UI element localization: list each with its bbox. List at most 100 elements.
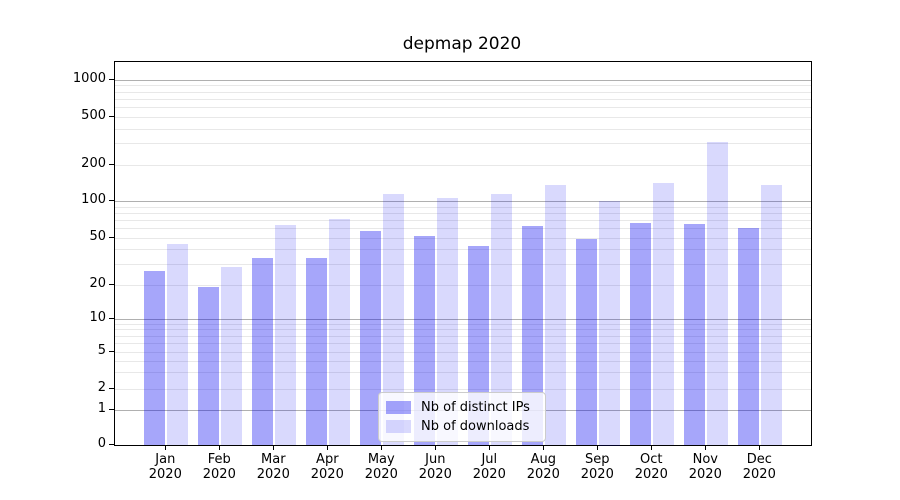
gridline-minor-7 xyxy=(115,335,811,337)
x-tick-month: Sep xyxy=(585,452,610,467)
y-tick-label-5: 5 xyxy=(97,342,106,358)
x-tick-oct xyxy=(650,446,652,450)
x-tick-year: 2020 xyxy=(634,467,668,482)
x-tick-jan xyxy=(164,446,166,450)
x-tick-label-nov: Nov 2020 xyxy=(677,452,733,482)
bars-layer xyxy=(115,62,811,446)
x-tick-label-jun: Jun 2020 xyxy=(407,452,463,482)
bar-distinct-ips-mar xyxy=(252,257,274,446)
legend-label-distinct-ips: Nb of distinct IPs xyxy=(421,400,530,415)
x-tick-label-feb: Feb 2020 xyxy=(191,452,247,482)
x-tick-month: Aug xyxy=(530,452,556,467)
y-tick-20 xyxy=(109,283,114,285)
x-tick-jul xyxy=(488,446,490,450)
y-tick-200 xyxy=(109,163,114,165)
gridlines-layer xyxy=(115,62,811,445)
y-tick-label-10: 10 xyxy=(89,310,106,325)
x-tick-year: 2020 xyxy=(364,467,398,482)
x-tick-label-may: May 2020 xyxy=(353,452,409,482)
x-tick-nov xyxy=(704,446,706,450)
gridline-minor-70 xyxy=(115,220,811,222)
x-tick-label-oct: Oct 2020 xyxy=(623,452,679,482)
x-tick-month: Jan xyxy=(155,452,176,467)
x-tick-label-dec: Dec 2020 xyxy=(731,452,787,482)
bar-downloads-aug xyxy=(545,185,567,446)
x-tick-year: 2020 xyxy=(688,467,722,482)
gridline-major-100 xyxy=(115,201,811,202)
y-tick-label-2: 2 xyxy=(97,379,106,395)
y-tick-label-20: 20 xyxy=(89,275,106,291)
gridline-minor-800 xyxy=(115,91,811,93)
x-tick-month: Jun xyxy=(425,452,446,467)
gridline-minor-20 xyxy=(115,284,811,286)
gridline-minor-40 xyxy=(115,249,811,251)
bar-distinct-ips-sep xyxy=(576,239,598,446)
legend-label-downloads: Nb of downloads xyxy=(421,419,530,434)
x-tick-year: 2020 xyxy=(472,467,506,482)
bar-downloads-may xyxy=(383,194,405,446)
x-tick-month: Mar xyxy=(261,452,286,467)
gridline-minor-50 xyxy=(115,238,811,239)
x-tick-year: 2020 xyxy=(148,467,182,482)
x-tick-aug xyxy=(542,446,544,450)
x-tick-year: 2020 xyxy=(418,467,452,482)
gridline-minor-30 xyxy=(115,263,811,265)
y-tick-500 xyxy=(109,116,114,117)
y-tick-0 xyxy=(109,443,114,445)
bar-distinct-ips-aug xyxy=(522,225,544,446)
gridline-minor-600 xyxy=(115,107,811,109)
gridline-minor-9 xyxy=(115,323,811,325)
y-tick-1 xyxy=(109,408,114,410)
x-tick-sep xyxy=(596,446,598,450)
y-tick-50 xyxy=(109,237,114,238)
x-tick-label-apr: Apr 2020 xyxy=(299,452,355,482)
x-tick-jun xyxy=(434,446,436,450)
gridline-minor-400 xyxy=(115,128,811,130)
y-tick-5 xyxy=(109,350,114,352)
y-tick-100 xyxy=(109,200,114,201)
bar-downloads-oct xyxy=(653,182,675,446)
x-tick-may xyxy=(380,446,382,450)
bar-distinct-ips-dec xyxy=(738,228,760,446)
gridline-minor-5 xyxy=(115,351,811,353)
bar-distinct-ips-may xyxy=(360,231,382,446)
gridline-minor-3 xyxy=(115,372,811,374)
y-tick-2 xyxy=(109,387,114,389)
gridline-minor-8 xyxy=(115,329,811,331)
y-tick-label-500: 500 xyxy=(81,108,106,123)
x-tick-month: Dec xyxy=(746,452,772,467)
x-tick-year: 2020 xyxy=(580,467,614,482)
legend-entry-distinct-ips: Nb of distinct IPs xyxy=(386,398,538,417)
x-tick-feb xyxy=(218,446,220,450)
bar-downloads-apr xyxy=(329,218,351,446)
x-tick-year: 2020 xyxy=(526,467,560,482)
legend-swatch-distinct-ips xyxy=(386,401,411,414)
bar-downloads-sep xyxy=(599,201,621,446)
bar-distinct-ips-apr xyxy=(306,257,328,446)
y-tick-label-1: 1 xyxy=(97,400,106,416)
x-tick-apr xyxy=(326,446,328,450)
plot-area: Nb of distinct IPs Nb of downloads xyxy=(114,61,812,446)
bar-distinct-ips-oct xyxy=(630,223,652,446)
bar-distinct-ips-jan xyxy=(144,271,166,446)
bar-downloads-jun xyxy=(437,197,459,446)
bar-downloads-jan xyxy=(167,244,189,446)
bar-downloads-mar xyxy=(275,224,297,446)
bar-distinct-ips-nov xyxy=(684,223,706,446)
gridline-minor-700 xyxy=(115,98,811,100)
y-tick-label-1000: 1000 xyxy=(72,70,106,86)
x-tick-label-sep: Sep 2020 xyxy=(569,452,625,482)
gridline-minor-200 xyxy=(115,164,811,166)
gridline-minor-900 xyxy=(115,85,811,87)
bar-downloads-feb xyxy=(221,267,243,446)
y-tick-1000 xyxy=(109,78,114,80)
x-tick-label-mar: Mar 2020 xyxy=(245,452,301,482)
bar-downloads-dec xyxy=(761,184,783,446)
bar-downloads-jul xyxy=(491,193,513,446)
legend-swatch-downloads xyxy=(386,420,411,433)
y-tick-10 xyxy=(109,318,114,319)
y-tick-label-50: 50 xyxy=(89,229,106,244)
x-tick-dec xyxy=(758,446,760,450)
y-tick-label-100: 100 xyxy=(81,192,106,207)
y-tick-label-0: 0 xyxy=(97,435,106,451)
